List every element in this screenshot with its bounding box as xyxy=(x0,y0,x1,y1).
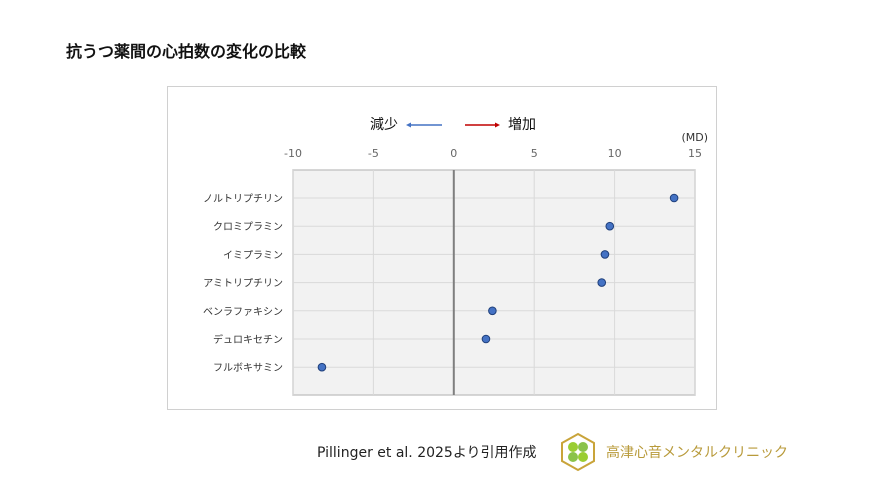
increase-label: 増加 xyxy=(508,117,536,133)
category-label: アミトリプチリン xyxy=(203,278,283,290)
x-tick-label: 5 xyxy=(531,147,538,160)
category-label: イミプラミン xyxy=(223,249,283,261)
x-tick-label: 10 xyxy=(608,147,622,160)
data-point xyxy=(597,278,607,287)
unit-label: (MD) xyxy=(681,131,708,144)
x-tick-label: 0 xyxy=(450,147,457,160)
data-point xyxy=(317,362,327,372)
decrease-label: 減少 xyxy=(370,116,398,133)
x-tick-label: 15 xyxy=(688,147,702,160)
category-label: デュロキセチン xyxy=(213,333,283,346)
page-title: 抗うつ薬間の心拍数の変化の比較 xyxy=(66,42,307,61)
chart-frame xyxy=(167,86,717,410)
clinic-name: 高津心音メンタルクリニック xyxy=(606,445,788,461)
category-label: クロミプラミン xyxy=(213,221,283,233)
data-point xyxy=(488,306,497,316)
data-point xyxy=(605,221,615,231)
x-tick-label: -5 xyxy=(368,147,379,160)
category-label: ベンラファキシン xyxy=(203,306,283,318)
category-label: ノルトリプチリン xyxy=(203,193,283,205)
increase-arrowhead xyxy=(495,122,500,128)
category-label: フルボキサミン xyxy=(213,362,283,374)
data-point xyxy=(481,334,491,344)
decrease-arrowhead xyxy=(406,122,411,128)
citation: Pillinger et al. 2025より引用作成 xyxy=(317,445,537,461)
data-point xyxy=(669,193,679,203)
x-tick-label: -10 xyxy=(284,147,302,160)
data-point xyxy=(600,250,610,259)
clinic-logo xyxy=(561,432,595,472)
